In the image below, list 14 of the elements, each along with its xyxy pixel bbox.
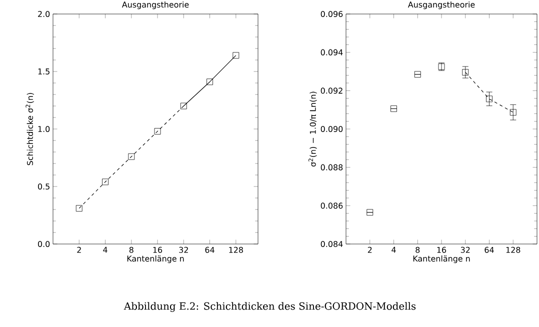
point [414, 71, 421, 78]
point [154, 128, 161, 134]
point [128, 153, 135, 160]
text: Abbildung E.2: Schichtdicken des Sine-GORDON-Modells [124, 302, 416, 312]
point [510, 109, 516, 116]
point [180, 102, 187, 110]
point [462, 69, 469, 76]
point [366, 209, 374, 216]
point [76, 205, 82, 212]
point [486, 96, 492, 102]
point [390, 105, 397, 112]
point [232, 52, 240, 59]
point [206, 78, 213, 86]
point [102, 178, 108, 186]
